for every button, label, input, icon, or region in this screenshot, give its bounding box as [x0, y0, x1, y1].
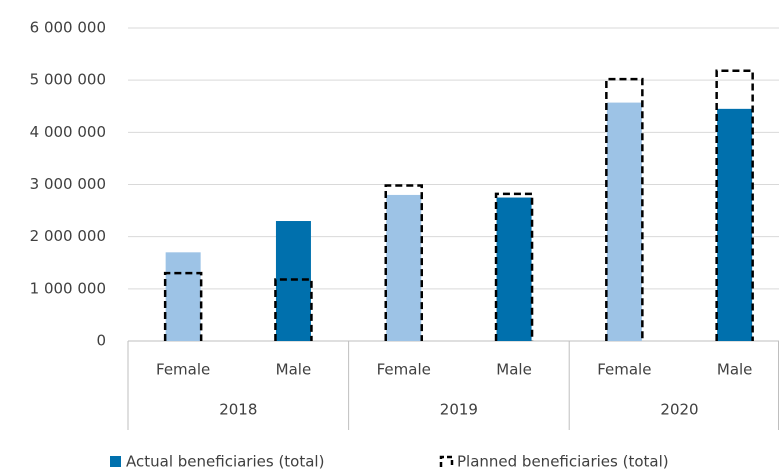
planned-outline — [274, 278, 313, 341]
planned-outline — [494, 192, 534, 341]
x-tick-label: Female — [156, 361, 210, 379]
planned-outline — [163, 271, 203, 341]
bar — [496, 197, 532, 341]
bar — [717, 108, 753, 341]
x-tick-label: Male — [717, 361, 753, 379]
legend-label: Planned beneficiaries (total) — [457, 453, 669, 470]
group-label: 2018 — [219, 401, 257, 419]
y-tick-label: 2 000 000 — [30, 227, 106, 245]
x-tick-label: Female — [597, 361, 651, 379]
y-tick-label: 1 000 000 — [30, 279, 106, 297]
group-label: 2019 — [440, 401, 478, 419]
group-label: 2020 — [660, 401, 698, 419]
x-tick-label: Female — [377, 361, 431, 379]
y-tick-label: 4 000 000 — [30, 123, 106, 141]
y-tick-label: 0 — [96, 332, 106, 350]
legend-label: Actual beneficiaries (total) — [126, 453, 324, 470]
y-tick-label: 5 000 000 — [30, 71, 106, 89]
y-tick-label: 6 000 000 — [30, 19, 106, 37]
planned-outline — [605, 77, 644, 341]
legend-swatch — [110, 456, 121, 467]
legend-swatch — [439, 455, 454, 467]
x-tick-label: Male — [276, 361, 312, 379]
bar — [606, 102, 642, 342]
planned-outline — [715, 69, 754, 341]
x-tick-label: Male — [496, 361, 532, 379]
bar — [275, 221, 311, 341]
bar — [165, 252, 201, 341]
planned-outline — [384, 184, 423, 341]
y-tick-label: 3 000 000 — [30, 175, 106, 193]
bar — [386, 194, 422, 341]
